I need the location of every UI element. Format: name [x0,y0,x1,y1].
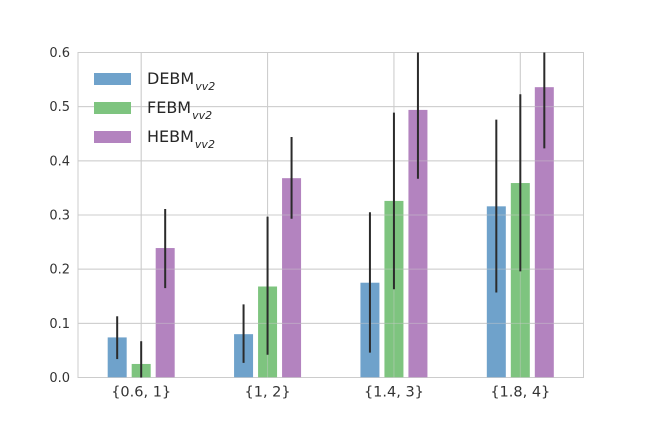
bar-hebm-1 [282,178,302,378]
bar-hebm-3 [534,87,554,378]
y-tick-label: 0.6 [49,46,70,61]
legend-label-febm-text: FEBM [147,97,192,117]
legend-item-febm: FEBMvv2 [94,93,214,122]
x-tick-label: {0.6, 1} [111,385,171,401]
legend-label-hebm-subscript: vv2 [194,137,215,151]
legend-label-hebm-text: HEBM [147,126,194,146]
legend-label-debm-subscript: vv2 [195,79,216,93]
legend-item-debm: DEBMvv2 [94,64,215,93]
y-tick-label: 0.0 [49,371,70,386]
y-tick-label: 0.4 [49,154,70,169]
legend-label-febm-subscript: vv2 [192,108,213,122]
x-tick-label: {1, 2} [245,385,291,401]
legend-swatch-debm [94,72,131,85]
legend-item-hebm: HEBMvv2 [94,122,215,151]
y-tick-label: 0.1 [49,317,70,332]
y-tick-label: 0.5 [49,100,70,115]
bar-hebm-0 [155,248,175,378]
y-tick-label: 0.3 [49,209,70,224]
bar-hebm-2 [408,109,428,378]
axes-spines [77,52,584,378]
x-tick-label: {1.8, 4} [490,385,550,401]
legend: DEBMvv2 FEBMvv2 HEBMvv2 [94,64,215,151]
y-tick-label: 0.2 [49,263,70,278]
legend-swatch-febm [94,101,131,114]
legend-label-debm-text: DEBM [147,68,195,88]
legend-label-febm: FEBMvv2 [147,97,212,121]
legend-label-debm: DEBMvv2 [147,68,215,92]
legend-swatch-hebm [94,130,131,143]
legend-label-hebm: HEBMvv2 [147,126,215,150]
x-tick-label: {1.4, 3} [364,385,424,401]
bar-febm-3 [510,183,530,378]
